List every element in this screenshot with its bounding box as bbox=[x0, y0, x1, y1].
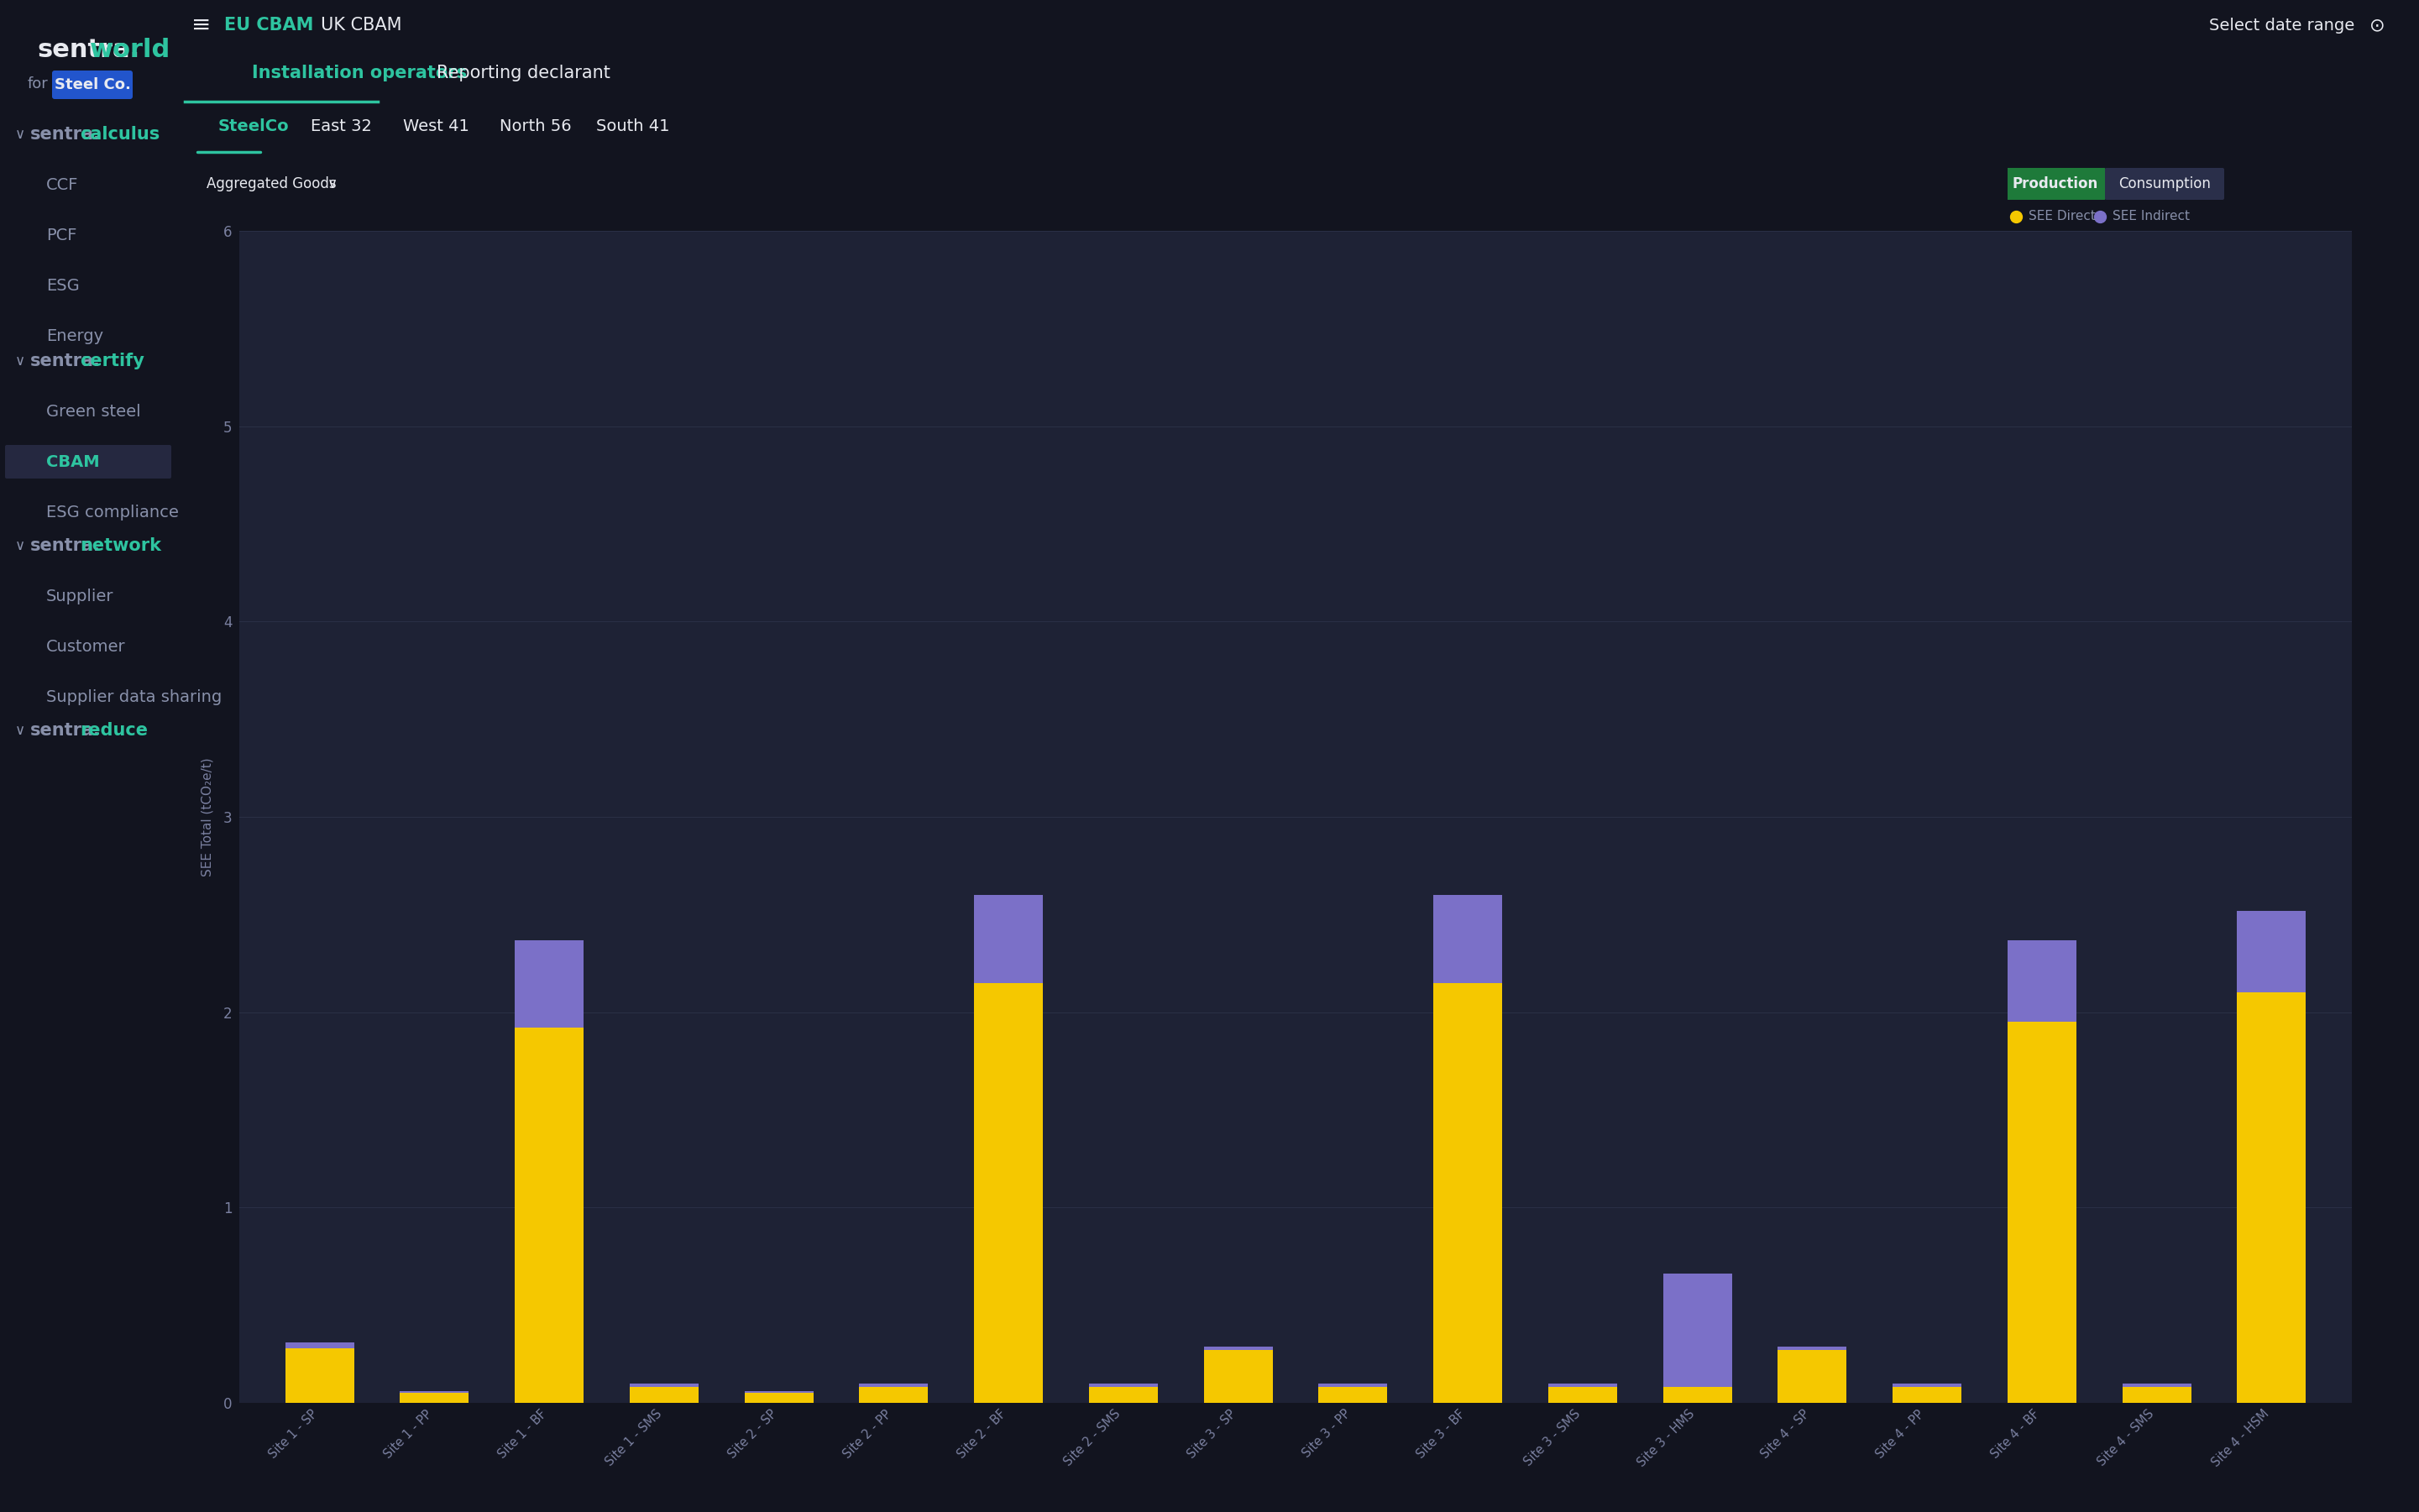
Bar bbox=[859, 1387, 929, 1403]
Bar bbox=[1778, 1350, 1846, 1403]
Text: for: for bbox=[27, 77, 48, 92]
Text: Green steel: Green steel bbox=[46, 404, 140, 419]
Text: ∨: ∨ bbox=[15, 723, 24, 738]
Bar bbox=[1892, 1383, 1962, 1387]
Bar bbox=[2008, 940, 2076, 1022]
Bar bbox=[745, 1393, 813, 1403]
Bar bbox=[2238, 993, 2305, 1403]
Bar bbox=[2008, 1022, 2076, 1403]
Text: EU CBAM: EU CBAM bbox=[225, 17, 314, 33]
Text: sentra.: sentra. bbox=[36, 38, 140, 62]
Bar bbox=[399, 1393, 469, 1403]
Bar bbox=[2121, 1387, 2192, 1403]
Text: ESG: ESG bbox=[46, 278, 80, 293]
FancyBboxPatch shape bbox=[2105, 168, 2223, 200]
Text: ∨: ∨ bbox=[327, 177, 339, 192]
Text: sentra.: sentra. bbox=[29, 125, 102, 142]
Bar bbox=[745, 1391, 813, 1393]
Bar bbox=[629, 1387, 699, 1403]
Bar bbox=[1662, 1387, 1732, 1403]
Text: East 32: East 32 bbox=[310, 118, 373, 135]
Bar bbox=[2238, 910, 2305, 993]
FancyBboxPatch shape bbox=[5, 445, 172, 478]
Text: ∨: ∨ bbox=[15, 127, 24, 142]
Text: Reporting declarant: Reporting declarant bbox=[435, 65, 610, 82]
Bar bbox=[975, 983, 1043, 1403]
Bar bbox=[975, 895, 1043, 983]
Text: ≡: ≡ bbox=[191, 14, 210, 36]
Bar bbox=[1548, 1383, 1616, 1387]
Bar bbox=[1318, 1387, 1389, 1403]
Text: network: network bbox=[80, 537, 162, 553]
Text: Customer: Customer bbox=[46, 638, 126, 655]
Text: calculus: calculus bbox=[80, 125, 160, 142]
Text: CBAM: CBAM bbox=[46, 454, 99, 470]
FancyBboxPatch shape bbox=[2005, 168, 2107, 200]
Text: Select date range: Select date range bbox=[2209, 17, 2354, 33]
Bar bbox=[629, 1383, 699, 1387]
Text: sentra.: sentra. bbox=[29, 537, 102, 553]
Text: Supplier: Supplier bbox=[46, 588, 114, 605]
Bar bbox=[399, 1391, 469, 1393]
Text: South 41: South 41 bbox=[595, 118, 670, 135]
Bar bbox=[1434, 895, 1502, 983]
Text: North 56: North 56 bbox=[501, 118, 571, 135]
Text: Production: Production bbox=[2013, 177, 2097, 192]
Text: Energy: Energy bbox=[46, 328, 104, 343]
Bar bbox=[2121, 1383, 2192, 1387]
Bar bbox=[285, 1349, 353, 1403]
Text: CCF: CCF bbox=[46, 177, 77, 192]
Bar bbox=[515, 940, 583, 1028]
Text: Consumption: Consumption bbox=[2119, 177, 2211, 192]
Text: ∨: ∨ bbox=[15, 354, 24, 369]
Text: sentra.: sentra. bbox=[29, 352, 102, 369]
Bar bbox=[1205, 1350, 1272, 1403]
Text: ESG compliance: ESG compliance bbox=[46, 503, 179, 520]
Text: certify: certify bbox=[80, 352, 145, 369]
Text: sentra.: sentra. bbox=[29, 723, 102, 739]
Text: SEE Indirect: SEE Indirect bbox=[2112, 210, 2189, 222]
Text: Steel Co.: Steel Co. bbox=[53, 77, 131, 92]
Bar bbox=[1318, 1383, 1389, 1387]
Bar bbox=[1434, 983, 1502, 1403]
Text: Installation operators: Installation operators bbox=[252, 65, 467, 82]
Text: Aggregated Goods: Aggregated Goods bbox=[206, 177, 336, 192]
Text: ⊙: ⊙ bbox=[2368, 17, 2385, 33]
Bar bbox=[1892, 1387, 1962, 1403]
Bar bbox=[515, 1028, 583, 1403]
Bar bbox=[1662, 1275, 1732, 1387]
Bar bbox=[859, 1383, 929, 1387]
Bar bbox=[1778, 1346, 1846, 1350]
Text: Supplier data sharing: Supplier data sharing bbox=[46, 689, 223, 705]
Bar bbox=[1089, 1383, 1159, 1387]
Text: PCF: PCF bbox=[46, 227, 77, 243]
Y-axis label: SEE Total (tCO₂e/t): SEE Total (tCO₂e/t) bbox=[201, 758, 213, 877]
Text: UK CBAM: UK CBAM bbox=[322, 17, 402, 33]
Text: West 41: West 41 bbox=[404, 118, 469, 135]
Text: SEE Direct: SEE Direct bbox=[2030, 210, 2095, 222]
Bar bbox=[285, 1343, 353, 1349]
Bar bbox=[1548, 1387, 1616, 1403]
Text: world: world bbox=[90, 38, 172, 62]
Text: SteelCo: SteelCo bbox=[218, 118, 290, 135]
Text: reduce: reduce bbox=[80, 723, 148, 739]
Bar bbox=[1089, 1387, 1159, 1403]
Bar bbox=[1205, 1346, 1272, 1350]
Text: ∨: ∨ bbox=[15, 538, 24, 553]
FancyBboxPatch shape bbox=[53, 71, 133, 100]
